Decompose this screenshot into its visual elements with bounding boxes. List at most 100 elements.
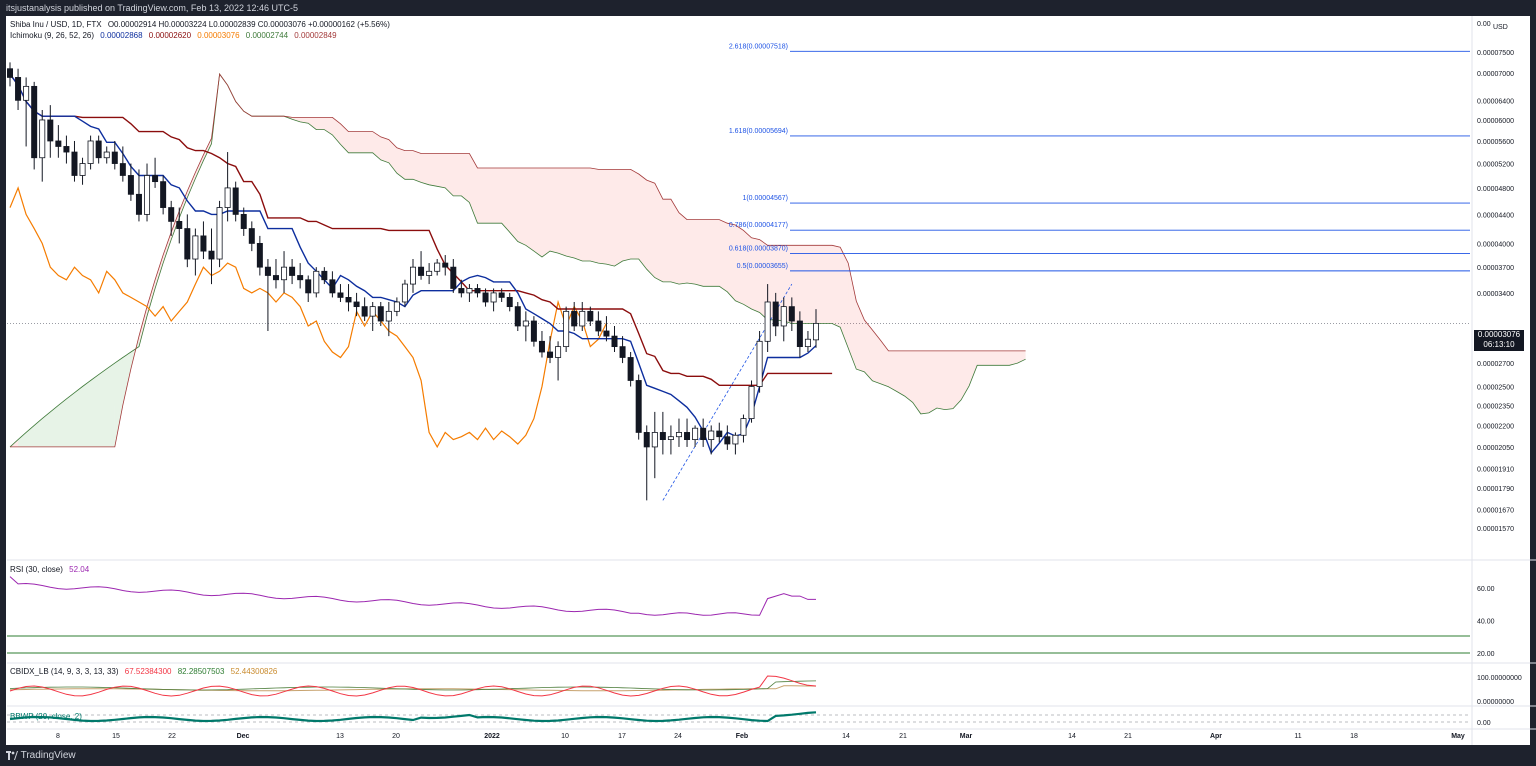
cloud-segment — [114, 357, 123, 447]
fib-level-label: 1.618(0.00005694) — [729, 128, 788, 135]
candle-body — [418, 266, 425, 276]
cloud-segment — [348, 131, 357, 153]
candle-body — [160, 181, 167, 208]
price-axis-label: 0.00001790 — [1477, 486, 1514, 493]
symbol-name[interactable]: Shiba Inu / USD, 1D, FTX — [10, 20, 102, 29]
candle-body — [87, 140, 94, 164]
candle-body — [39, 119, 46, 159]
cloud-segment — [638, 174, 647, 270]
price-axis-label: 0.00006000 — [1477, 118, 1514, 125]
candle-body — [796, 320, 803, 348]
cloud-segment — [896, 350, 905, 397]
cloud-segment — [421, 153, 430, 185]
cloud-segment — [485, 168, 494, 224]
cloud-segment — [614, 169, 623, 267]
candle-body — [635, 380, 642, 433]
candle-body — [127, 175, 134, 195]
ohlc-values: O0.00002914 H0.00003224 L0.00002839 C0.0… — [107, 20, 390, 29]
current-price: 0.00003076 — [1477, 330, 1521, 339]
cbidx-green-line — [9, 680, 817, 691]
cbidx-red-line — [9, 675, 817, 697]
cloud-segment — [171, 211, 180, 240]
fib-level-label: 2.618(0.00007518) — [729, 43, 788, 50]
candle-body — [224, 187, 231, 208]
cloud-segment — [743, 230, 752, 309]
candle-body — [176, 220, 183, 229]
candle-body — [305, 279, 312, 294]
bbwp-title[interactable]: BBWP (20, close, 2) — [10, 712, 82, 721]
rsi-axis-label: 20.00 — [1477, 651, 1495, 658]
cloud-segment — [155, 255, 164, 289]
cloud-segment — [936, 350, 945, 410]
rsi-legend: RSI (30, close) 52.04 — [10, 565, 93, 574]
candle-body — [619, 346, 626, 358]
symbol-legend: Shiba Inu / USD, 1D, FTX O0.00002914 H0.… — [10, 20, 394, 29]
cloud-segment — [533, 168, 542, 257]
candle-body — [716, 430, 723, 438]
price-axis-label: 0.00002050 — [1477, 445, 1514, 452]
cloud-segment — [969, 350, 978, 386]
candle-body — [135, 193, 142, 215]
cbidx-axis-label: 0.00000000 — [1477, 699, 1514, 706]
ichimoku-title[interactable]: Ichimoku (9, 26, 52, 26) — [10, 31, 95, 40]
cbidx-value-2: 82.28507503 — [177, 667, 225, 676]
candle-body — [595, 320, 602, 332]
cloud-segment — [139, 306, 147, 347]
rsi-title[interactable]: RSI (30, close) — [10, 565, 63, 574]
kijun-line — [9, 73, 816, 386]
candle-body — [587, 310, 594, 322]
price-axis-label: 0.00005600 — [1477, 139, 1514, 146]
cloud-segment — [687, 219, 696, 285]
candle-body — [434, 262, 441, 272]
candle-body — [426, 270, 433, 276]
cloud-segment — [525, 168, 534, 252]
time-axis-label: 8 — [56, 733, 60, 740]
candle-body — [297, 275, 304, 281]
candle-body — [555, 346, 562, 358]
cloud-segment — [856, 301, 865, 372]
cloud-segment — [501, 168, 510, 233]
candle-body — [571, 310, 578, 327]
cloud-segment — [90, 374, 99, 447]
price-axis-label: 0.00004000 — [1477, 241, 1514, 248]
candle-body — [772, 301, 779, 327]
cloud-segment — [904, 350, 913, 403]
price-axis-label: 0.00002200 — [1477, 423, 1514, 430]
candle-body — [756, 340, 763, 387]
cloud-segment — [550, 168, 559, 254]
cbidx-title[interactable]: CBIDX_LB (14, 9, 3, 3, 13, 33) — [10, 667, 119, 676]
cloud-segment — [654, 183, 663, 282]
cloud-segment — [558, 168, 567, 256]
candle-body — [256, 243, 263, 268]
cloud-segment — [574, 168, 583, 261]
cloud-segment — [82, 380, 91, 447]
cloud-segment — [332, 117, 341, 145]
candle-body — [611, 335, 618, 348]
candle-body — [393, 301, 400, 312]
left-border — [0, 16, 6, 745]
candle-body — [144, 175, 151, 215]
candle-body — [7, 68, 13, 78]
cloud-segment — [380, 136, 389, 163]
time-axis-label: 18 — [1350, 733, 1358, 740]
footer-bar: TradingView — [0, 745, 1536, 766]
rsi-line — [9, 576, 816, 616]
rsi-axis-label: 40.00 — [1477, 619, 1495, 626]
candle-body — [780, 306, 787, 327]
candle-body — [450, 266, 457, 289]
bbwp-legend: BBWP (20, close, 2) — [10, 712, 86, 721]
cloud-segment — [630, 169, 639, 259]
price-axis-label: 0.00001670 — [1477, 507, 1514, 514]
cloud-segment — [759, 239, 768, 320]
cloud-segment — [945, 350, 953, 410]
candle-body — [474, 288, 481, 294]
candle-body — [184, 228, 191, 260]
cloud-segment — [372, 131, 381, 160]
candle-body — [248, 228, 255, 244]
cloud-segment — [985, 350, 994, 366]
cloud-segment — [429, 153, 438, 187]
cloud-segment — [928, 350, 937, 413]
tenkan-value: 0.00002868 — [100, 31, 143, 40]
candle-body — [377, 306, 384, 322]
